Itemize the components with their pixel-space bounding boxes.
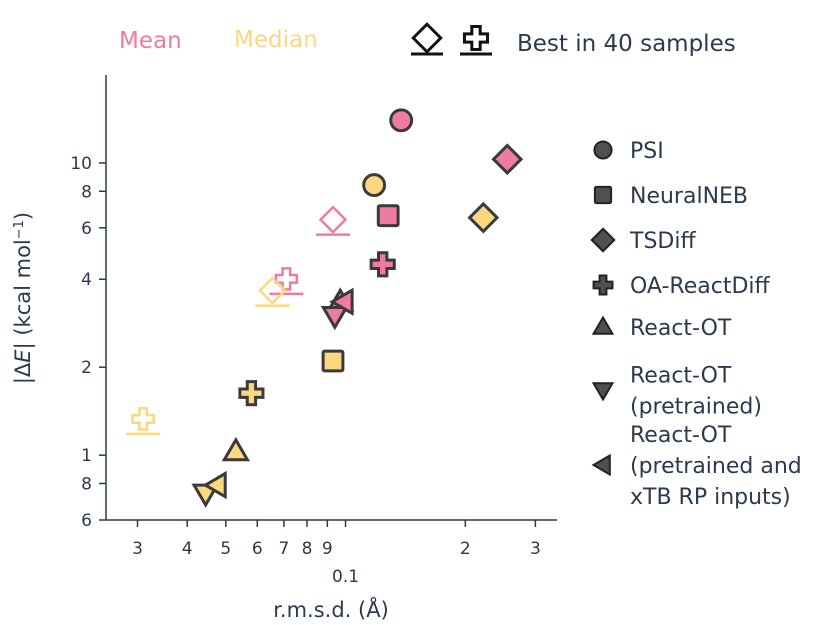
y-tick-label: 1 [81, 446, 92, 466]
y-axis-title: |ΔE| (kcal mol−1) [11, 212, 36, 384]
point-reactot-median [221, 436, 250, 462]
best-diamond-shape [411, 22, 443, 54]
x-tick-label: 7 [278, 539, 289, 559]
legend-label-line: OA-ReactDiff [630, 274, 771, 299]
x-tick-label: 3 [132, 539, 143, 559]
point-oareactdiff-median [238, 380, 265, 407]
x-tick-label: 2 [460, 539, 471, 559]
legend-marker-reactot-icon [591, 315, 615, 335]
legend-marker-reactot_pre-icon [591, 382, 615, 402]
point-oareactdiff-mean [369, 251, 396, 278]
point-psi-mean [389, 108, 414, 133]
y-tick-label: 8 [81, 474, 92, 494]
best-marker-shape [258, 276, 287, 305]
legend-label-line: React-OT [630, 364, 732, 389]
best-marker-shape [131, 407, 155, 431]
x-tick-label: 9 [322, 539, 333, 559]
point-tsdiff-median [467, 201, 500, 234]
point-tsdiff-mean [491, 143, 524, 176]
best-marker-shape [274, 267, 299, 291]
y-title-part-5: ) [11, 212, 35, 220]
x-tick-label: 0.1 [332, 567, 359, 587]
point-neuralneb-median [321, 349, 345, 373]
y-title-part-3: | (kcal mol [11, 239, 36, 349]
point-neuralneb-mean [376, 204, 400, 228]
legend-label-oareactdiff: OA-ReactDiff [630, 274, 771, 299]
best-marker-shape [318, 205, 348, 234]
legend-marker-oareactdiff-icon [592, 274, 614, 296]
y-tick-label: 6 [81, 219, 92, 239]
y-tick-label: 4 [81, 270, 92, 290]
legend-label-line: React-OT [630, 423, 732, 448]
point-tsdiff-best [316, 205, 351, 236]
legend-label-line: xTB RP inputs) [630, 485, 791, 510]
y-axis-ticks: 6 8 1 2 4 6 8 10 [70, 154, 106, 531]
y-title-part-1: |Δ [11, 362, 36, 384]
y-tick-label: 10 [70, 154, 92, 174]
legend-marker-reactot_xtb-icon [591, 453, 611, 477]
y-tick-label: 2 [81, 358, 92, 378]
point-oareactdiff-best-median [126, 407, 161, 436]
y-title-part-2: E [11, 349, 35, 363]
legend-label-reactot: React-OT [630, 316, 732, 341]
legend-label-line: (pretrained) [630, 395, 762, 420]
legend-best-label: Best in 40 samples [517, 31, 736, 57]
legend-best-plus-icon [460, 24, 492, 56]
point-reactot_xtb-median [202, 470, 227, 500]
x-tick-label: 5 [220, 539, 231, 559]
y-tick-label: 8 [81, 182, 92, 202]
y-tick-label: 6 [81, 511, 92, 531]
legend-label-tsdiff: TSDiff [629, 229, 696, 254]
legend-label-line: React-OT [630, 316, 732, 341]
legend-median-label: Median [234, 27, 318, 53]
point-oareactdiff-best-mean [269, 267, 304, 296]
best-plus-shape [462, 24, 490, 52]
legend-marker-tsdiff-icon [590, 227, 616, 253]
x-tick-label: 3 [530, 539, 541, 559]
legend-best-diamond-icon [411, 22, 443, 56]
point-reactot_pre-mean [320, 305, 350, 331]
x-tick-label: 6 [252, 539, 263, 559]
legend-mean-label: Mean [119, 28, 182, 54]
legend-label-line: TSDiff [629, 229, 696, 254]
legend-label-line: PSI [630, 139, 664, 164]
method-legend: PSINeuralNEBTSDiffOA-ReactDiffReact-OTRe… [590, 139, 802, 510]
legend-marker-psi-icon [593, 140, 613, 160]
point-psi-median [362, 173, 387, 198]
legend-label-reactot_pre: React-OT (pretrained) [630, 364, 762, 420]
point-tsdiff-best-median [255, 276, 290, 307]
legend-label-neuralneb: NeuralNEB [630, 184, 748, 209]
legend-label-line: NeuralNEB [630, 184, 748, 209]
data-points [126, 108, 524, 508]
legend-best-markers [411, 22, 492, 56]
x-axis-title: r.m.s.d. (Å) [273, 596, 389, 622]
x-tick-label: 4 [182, 539, 193, 559]
legend-label-line: (pretrained and [630, 454, 802, 479]
legend-label-reactot_xtb: React-OT (pretrained and xTB RP inputs) [630, 423, 802, 510]
point-reactot_xtb-mean [329, 287, 354, 316]
y-title-part-4: −1 [12, 220, 27, 239]
x-tick-label: 8 [302, 539, 313, 559]
x-axis-ticks: 3 4 5 6 7 8 9 0.1 2 3 [132, 520, 541, 587]
legend-label-psi: PSI [630, 139, 664, 164]
legend-marker-neuralneb-icon [593, 185, 613, 205]
